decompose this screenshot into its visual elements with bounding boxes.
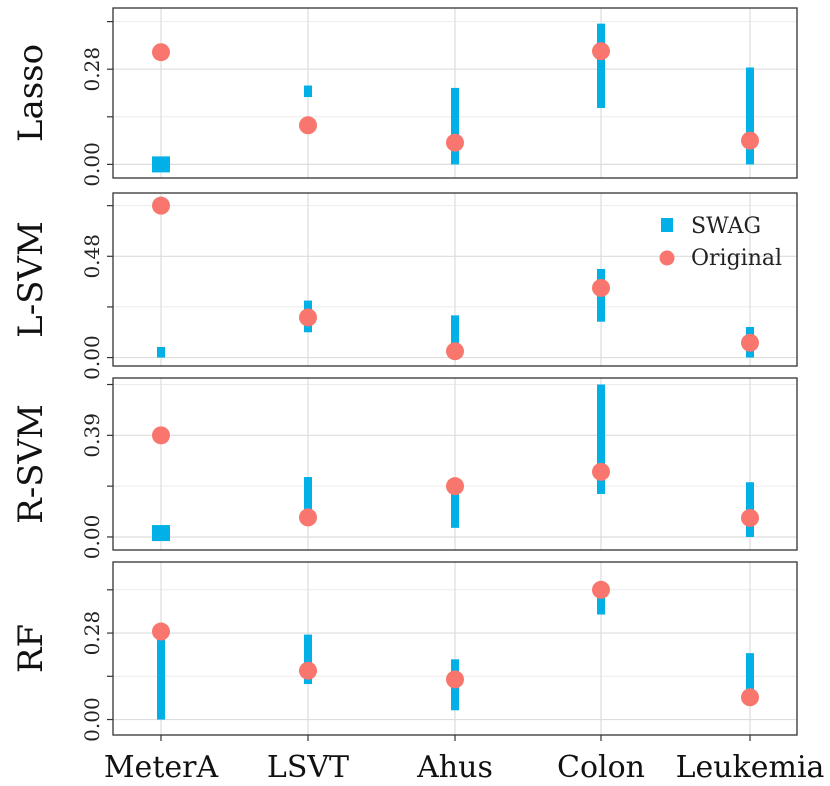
original-point [446, 477, 464, 496]
swag-range-bar [157, 631, 165, 720]
original-point [592, 42, 610, 61]
x-category-label: Colon [557, 750, 645, 785]
swag-range-bar [597, 23, 605, 108]
y-tick-label: 0.00 [80, 335, 104, 380]
panel-label: Lasso [11, 44, 51, 142]
panel-lasso: 0.00 0.28 Lasso [11, 7, 798, 187]
original-point [741, 131, 759, 150]
y-tick-label: 0.39 [80, 413, 104, 458]
panel-r-svm: 0.00 0.39 R-SVM [11, 377, 798, 560]
original-point [592, 580, 610, 599]
swag-range-bar [304, 477, 312, 518]
panel-label: RF [11, 624, 51, 673]
y-tick-label: 0.00 [80, 515, 104, 560]
x-category-label: MeterA [104, 750, 219, 785]
y-tick-label: 0.28 [80, 611, 104, 656]
panel-frame [112, 192, 798, 367]
panel-frame [112, 377, 798, 551]
original-point [152, 43, 170, 62]
original-point [592, 462, 610, 481]
panel-label: R-SVM [11, 404, 51, 524]
panel-l-svm: 0.00 0.48 L-SVM [11, 192, 798, 380]
swag-range-bar [451, 486, 459, 528]
legend-original-marker [659, 250, 675, 266]
original-point [592, 278, 610, 297]
swag-range-bar [451, 87, 459, 165]
legend-swag-marker [661, 218, 673, 232]
swag-range-bar [304, 85, 312, 98]
swag-range-bar [157, 347, 165, 358]
legend: SWAG Original [659, 214, 782, 271]
y-tick-label: 0.48 [80, 234, 104, 279]
swag-range-bar [746, 653, 754, 694]
x-category-label: Leukemia [676, 750, 825, 785]
original-point [741, 688, 759, 707]
x-category-label: Ahus [416, 750, 493, 785]
swag-range-bar [746, 67, 754, 165]
y-tick-label: 0.28 [80, 47, 104, 92]
original-point [152, 622, 170, 641]
swag-range-bar [451, 315, 459, 358]
swag-range-bar [597, 384, 605, 494]
original-point [299, 508, 317, 527]
swag-range-bar [597, 589, 605, 615]
panel-frame [112, 7, 798, 179]
original-point [446, 133, 464, 152]
y-tick-label: 0.00 [80, 697, 104, 742]
swag-point [152, 525, 170, 542]
swag-point [152, 156, 170, 173]
original-point [741, 333, 759, 352]
y-tick-label: 0.00 [80, 142, 104, 187]
original-point [446, 670, 464, 689]
original-point [299, 308, 317, 327]
original-point [299, 116, 317, 135]
legend-swag-label: SWAG [691, 214, 761, 239]
swag-range-bar [304, 634, 312, 685]
original-point [152, 426, 170, 445]
panel-label: L-SVM [11, 221, 51, 338]
original-point [152, 196, 170, 215]
x-category-label: LSVT [267, 750, 349, 785]
original-point [446, 342, 464, 361]
original-point [741, 508, 759, 527]
original-point [299, 661, 317, 680]
legend-original-label: Original [691, 246, 782, 271]
panel-rf: 0.00 0.28 RF [11, 561, 798, 742]
